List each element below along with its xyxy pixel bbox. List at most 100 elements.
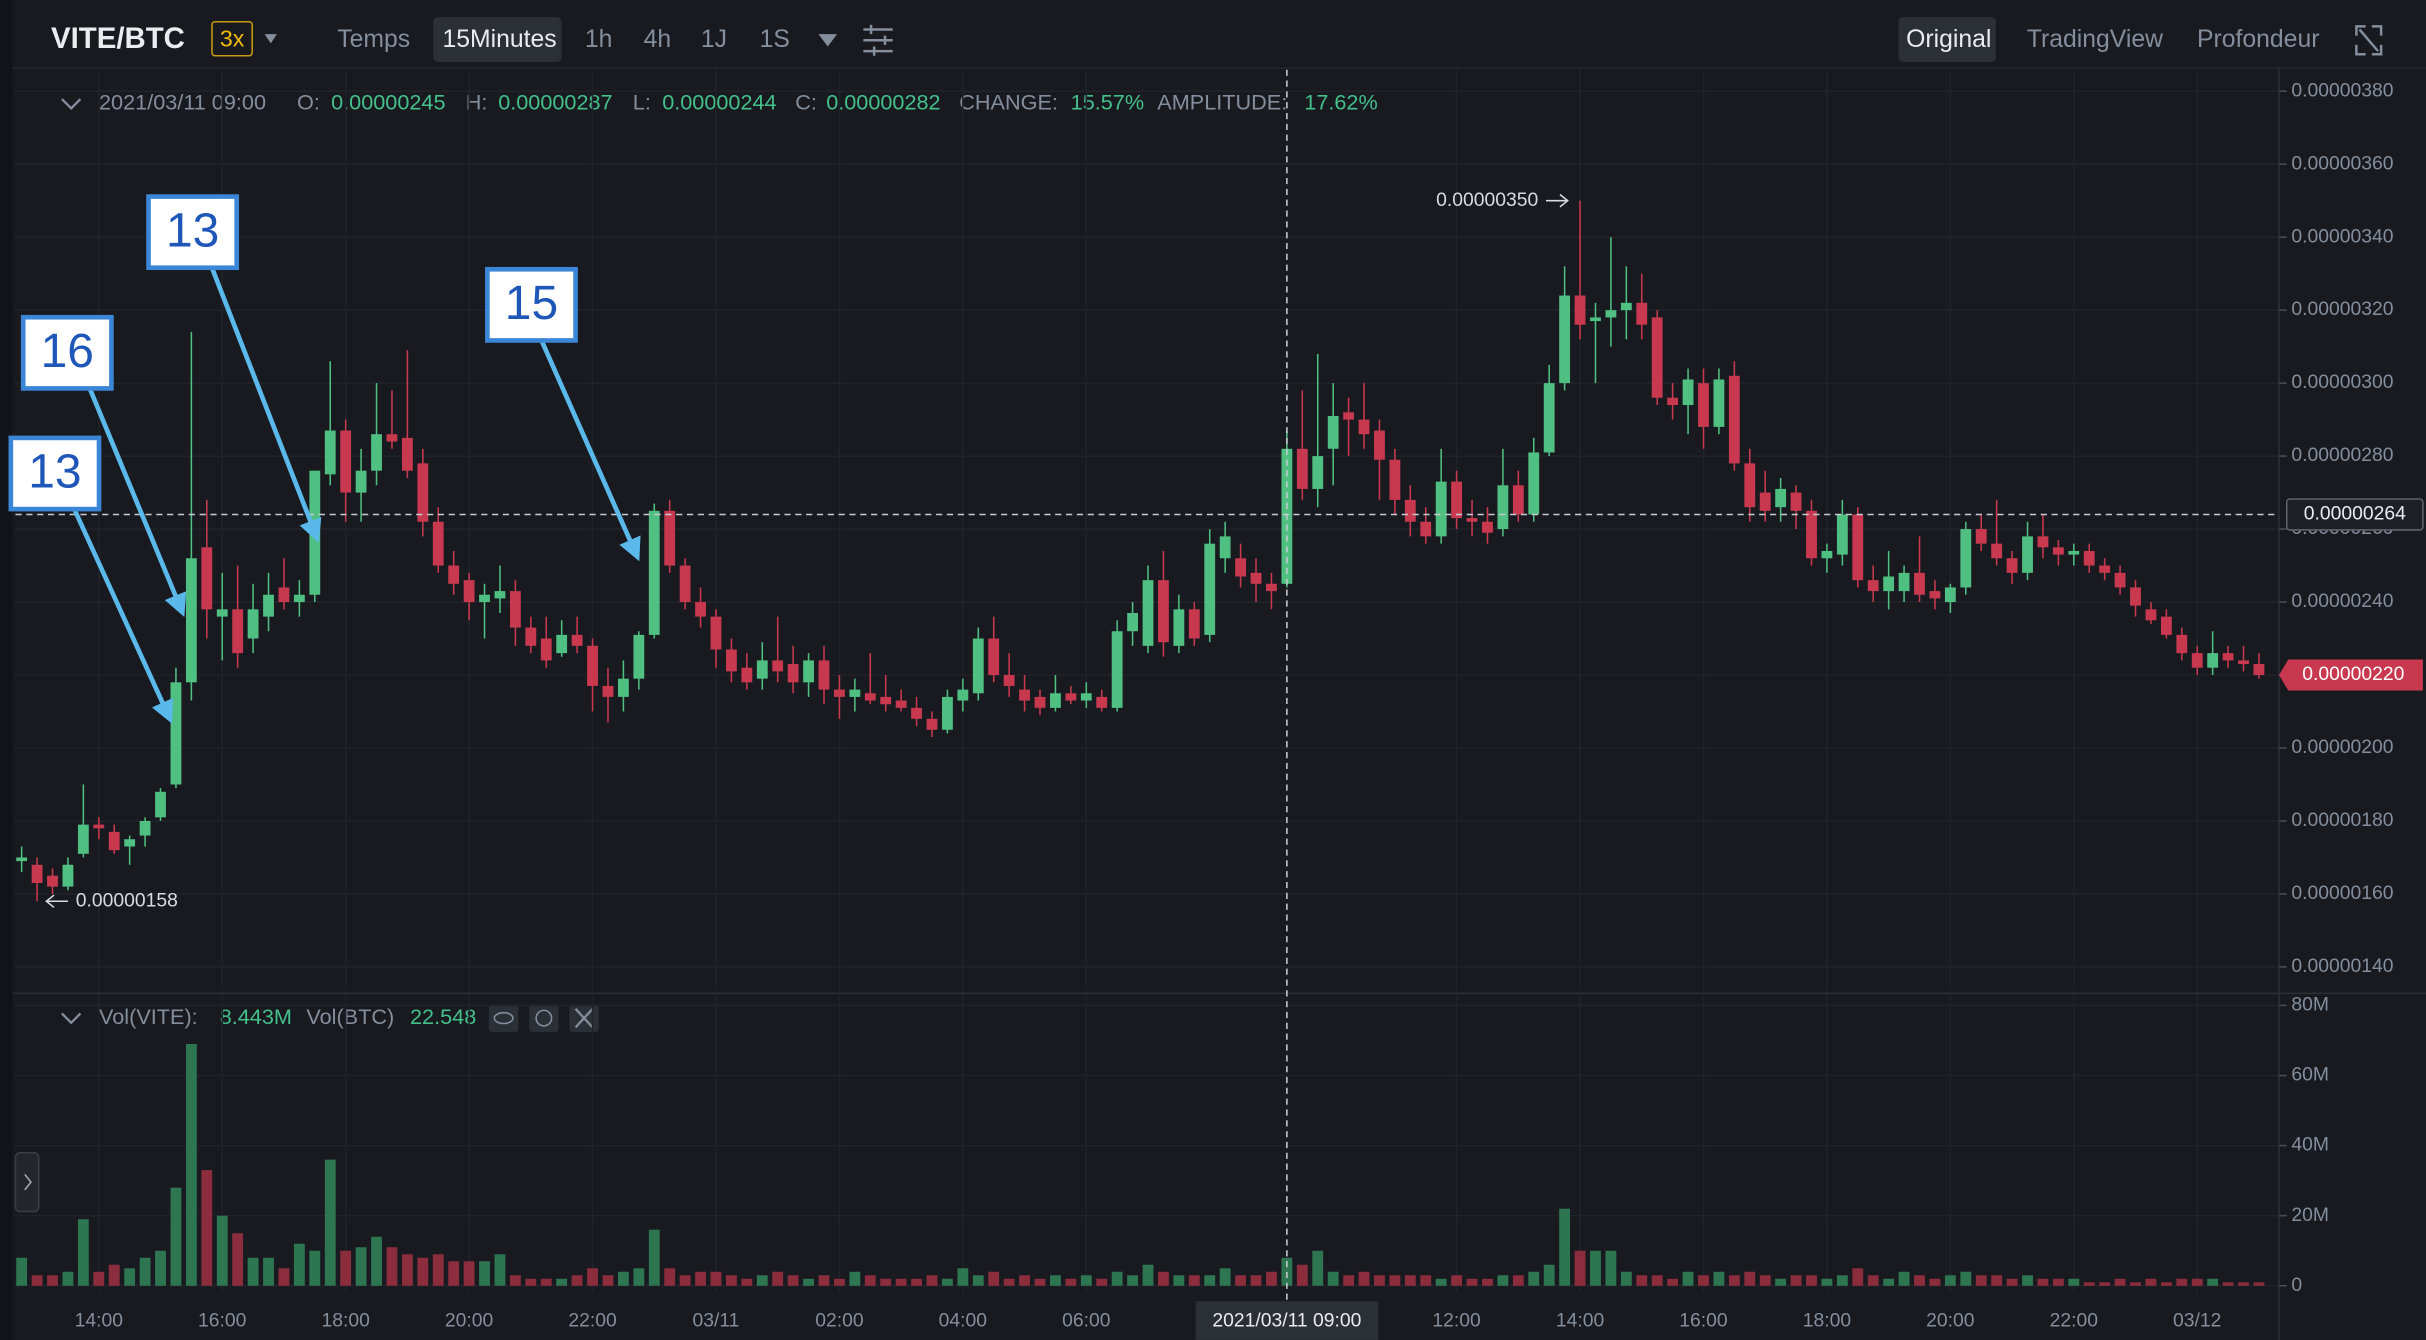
- candle-body: [1605, 310, 1617, 318]
- volume-bar: [911, 1278, 922, 1286]
- x-tick-label: 16:00: [1679, 1310, 1727, 1331]
- volume-bar: [1389, 1275, 1401, 1286]
- volume-bar: [1605, 1250, 1617, 1286]
- volume-bar: [93, 1271, 105, 1286]
- volume-bar: [494, 1254, 506, 1286]
- volume-bar: [1744, 1271, 1756, 1286]
- interval[interactable]: 1J: [701, 26, 727, 53]
- candle-body: [216, 609, 228, 617]
- annotation-arrow: [539, 339, 641, 562]
- volume-bar: [2022, 1275, 2033, 1286]
- candle-body: [155, 791, 166, 818]
- candle-body: [232, 609, 244, 654]
- view-tab[interactable]: Original: [1906, 26, 1991, 53]
- candle-body: [2145, 609, 2157, 621]
- candle-body: [2052, 547, 2064, 555]
- collapse-icon[interactable]: [61, 98, 82, 111]
- volume-bar: [1821, 1278, 1833, 1286]
- side-tab[interactable]: [14, 1151, 40, 1213]
- candle-body: [849, 689, 861, 697]
- volume-bar: [170, 1187, 182, 1286]
- volume-bar: [1574, 1250, 1586, 1286]
- volume-bar: [185, 1043, 197, 1286]
- interval[interactable]: 1S: [760, 26, 790, 53]
- plot-area: 14:00 16:00 18:00 20:00 22:00 03/11 02:00 04:00…: [12, 68, 2426, 1340]
- collapse-icon[interactable]: [61, 1012, 82, 1025]
- volume-bar: [1728, 1275, 1740, 1286]
- candle-body: [2130, 587, 2141, 606]
- leverage[interactable]: 3x: [220, 25, 245, 51]
- y-tick-label: 0.00000380: [2291, 80, 2393, 101]
- y-tick-label: 0.00000140: [2291, 956, 2393, 977]
- candle-body: [1636, 302, 1648, 325]
- eye-button[interactable]: [488, 1004, 519, 1033]
- candle-body: [1790, 492, 1802, 511]
- volume-bar: [679, 1275, 691, 1286]
- candle-body: [278, 587, 290, 603]
- volume-bar: [324, 1159, 336, 1286]
- volume-bar: [77, 1219, 89, 1286]
- candle-body: [1744, 463, 1756, 508]
- volume-bar: [787, 1275, 799, 1286]
- volume-bar: [725, 1275, 737, 1286]
- more-intervals[interactable]: [818, 34, 838, 47]
- candle-body: [571, 634, 583, 646]
- volume-bar: [1482, 1278, 1493, 1286]
- y-tick-label: 0.00000160: [2291, 883, 2393, 904]
- candle-body: [679, 565, 691, 603]
- interval[interactable]: 15Minutes: [442, 26, 556, 53]
- candle-body: [540, 638, 552, 661]
- fullscreen-icon[interactable]: [2355, 25, 2383, 56]
- volume-bar: [756, 1275, 768, 1286]
- volume-bar: [448, 1261, 460, 1286]
- volume-bar: [2238, 1282, 2249, 1286]
- candle-body: [1559, 295, 1571, 384]
- x-tick-label: 06:00: [1062, 1310, 1110, 1331]
- candle-body: [31, 864, 43, 883]
- candle-body: [1235, 558, 1247, 577]
- settings-icon[interactable]: [863, 24, 893, 56]
- volume-bar: [1358, 1271, 1370, 1286]
- volume-bar: [1435, 1278, 1447, 1286]
- low-marker-arrow: [45, 894, 69, 909]
- candle-body: [1944, 587, 1956, 603]
- candle-body: [1080, 693, 1092, 701]
- volume-bar: [1543, 1264, 1555, 1286]
- x-tick-label: 20:00: [1926, 1310, 1974, 1331]
- time-label[interactable]: Temps: [337, 26, 410, 53]
- candle-body: [1389, 459, 1401, 500]
- volume-bar: [1528, 1271, 1540, 1286]
- candle-body: [2114, 572, 2126, 588]
- y-tick-label: 0.00000300: [2291, 372, 2393, 393]
- volume-bar: [849, 1271, 861, 1286]
- dropdown-icon[interactable]: [264, 34, 277, 44]
- volume-bar: [988, 1271, 1000, 1286]
- legend-label: L:: [633, 89, 651, 114]
- interval[interactable]: 4h: [644, 26, 672, 53]
- candle-body: [479, 594, 490, 603]
- candle-body: [340, 430, 352, 493]
- candle-body: [1435, 481, 1447, 537]
- volume-bar: [1975, 1275, 1987, 1286]
- volume-bar: [2145, 1278, 2157, 1286]
- legend-value: 0.00000244: [662, 89, 776, 114]
- leverage-box[interactable]: [211, 20, 253, 57]
- pair-title[interactable]: VITE/BTC: [51, 22, 185, 55]
- candle-body: [93, 824, 105, 829]
- x-tick-label: 20:00: [445, 1310, 493, 1331]
- x-tick-label: 22:00: [568, 1310, 616, 1331]
- volume-bar: [479, 1261, 490, 1286]
- volume-bar: [1698, 1275, 1709, 1286]
- legend-value: 15.57%: [1071, 89, 1144, 114]
- settings-button[interactable]: [529, 1004, 559, 1033]
- volume-bar: [602, 1275, 614, 1286]
- candle-body: [1960, 529, 1972, 588]
- volume-bar: [432, 1254, 444, 1286]
- candle-body: [201, 547, 213, 610]
- candle-body: [1111, 631, 1123, 708]
- candle-body: [1713, 379, 1725, 427]
- candle-body: [772, 660, 784, 672]
- view-tab[interactable]: TradingView: [2027, 26, 2163, 53]
- view-tab[interactable]: Profondeur: [2197, 26, 2319, 53]
- interval[interactable]: 1h: [585, 26, 613, 53]
